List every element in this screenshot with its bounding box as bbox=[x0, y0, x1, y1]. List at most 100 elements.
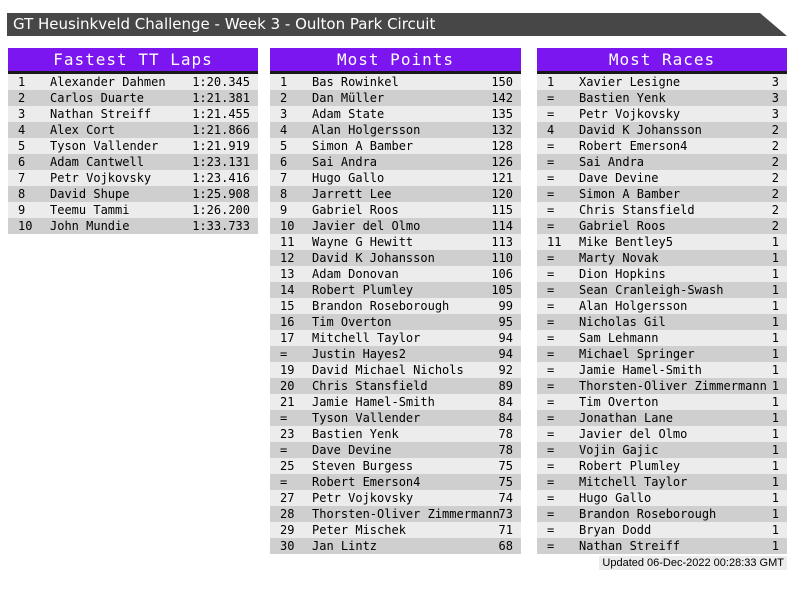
row-rank: 4 bbox=[547, 123, 555, 137]
row-value: 1:33.733 bbox=[192, 219, 250, 233]
table-row: 5 Simon A Bamber 128 bbox=[270, 138, 521, 154]
row-name: Alan Holgersson bbox=[312, 123, 421, 137]
row-rank: 21 bbox=[280, 395, 295, 409]
row-rank: = bbox=[547, 267, 555, 281]
row-name: Jan Lintz bbox=[312, 539, 378, 553]
row-name: Sam Lehmann bbox=[579, 331, 659, 345]
table-row: = Sai Andra 2 bbox=[537, 154, 787, 170]
row-name: Petr Vojkovsky bbox=[50, 171, 152, 185]
table-row: = Nathan Streiff 1 bbox=[537, 538, 787, 554]
table-row: = Justin Hayes2 94 bbox=[270, 346, 521, 362]
row-rank: 12 bbox=[280, 251, 295, 265]
table-row: 16 Tim Overton 95 bbox=[270, 314, 521, 330]
panel-title-most-races: Most Races bbox=[537, 48, 787, 74]
row-value: 115 bbox=[491, 203, 513, 217]
row-rank: = bbox=[547, 443, 555, 457]
table-row: 8 David Shupe 1:25.908 bbox=[8, 186, 258, 202]
row-rank: 9 bbox=[18, 203, 26, 217]
row-value: 1:23.416 bbox=[192, 171, 250, 185]
panel-title-most-points: Most Points bbox=[270, 48, 521, 74]
row-rank: = bbox=[547, 251, 555, 265]
table-rows-most-races: 1 Xavier Lesigne 3 = Bastien Yenk 3 = Petr Vojk… bbox=[537, 74, 787, 554]
row-name: Tim Overton bbox=[312, 315, 392, 329]
row-rank: = bbox=[547, 379, 555, 393]
row-value: 2 bbox=[771, 123, 779, 137]
table-row: 8 Jarrett Lee 120 bbox=[270, 186, 521, 202]
table-row: = Bryan Dodd 1 bbox=[537, 522, 787, 538]
row-rank: = bbox=[280, 443, 288, 457]
row-value: 142 bbox=[491, 91, 513, 105]
table-row: = Jamie Hamel-Smith 1 bbox=[537, 362, 787, 378]
row-rank: = bbox=[547, 427, 555, 441]
table-row: 1 Xavier Lesigne 3 bbox=[537, 74, 787, 90]
row-name: Dan Müller bbox=[312, 91, 385, 105]
table-row: 10 Javier del Olmo 114 bbox=[270, 218, 521, 234]
row-rank: 2 bbox=[280, 91, 288, 105]
row-name: Peter Mischek bbox=[312, 523, 406, 537]
table-row: 6 Adam Cantwell 1:23.131 bbox=[8, 154, 258, 170]
row-rank: = bbox=[280, 475, 288, 489]
row-rank: 8 bbox=[18, 187, 26, 201]
row-rank: = bbox=[547, 539, 555, 553]
table-row: 10 John Mundie 1:33.733 bbox=[8, 218, 258, 234]
row-rank: 10 bbox=[18, 219, 33, 233]
table-row: 11 Wayne G Hewitt 113 bbox=[270, 234, 521, 250]
row-value: 128 bbox=[491, 139, 513, 153]
table-row: 9 Gabriel Roos 115 bbox=[270, 202, 521, 218]
row-name: Jamie Hamel-Smith bbox=[579, 363, 702, 377]
row-name: Simon A Bamber bbox=[312, 139, 414, 153]
row-value: 78 bbox=[498, 443, 513, 457]
table-row: 20 Chris Stansfield 89 bbox=[270, 378, 521, 394]
row-rank: 7 bbox=[18, 171, 26, 185]
row-rank: = bbox=[547, 219, 555, 233]
table-row: 1 Bas Rowinkel 150 bbox=[270, 74, 521, 90]
row-name: Justin Hayes2 bbox=[312, 347, 406, 361]
row-value: 1 bbox=[771, 507, 779, 521]
table-row: = Michael Springer 1 bbox=[537, 346, 787, 362]
row-rank: 6 bbox=[18, 155, 26, 169]
row-name: Sean Cranleigh-Swash bbox=[579, 283, 724, 297]
row-value: 1:20.345 bbox=[192, 75, 250, 89]
row-value: 73 bbox=[498, 507, 513, 521]
row-name: Alexander Dahmen bbox=[50, 75, 166, 89]
row-rank: = bbox=[547, 155, 555, 169]
row-name: Bas Rowinkel bbox=[312, 75, 399, 89]
row-rank: 16 bbox=[280, 315, 295, 329]
row-rank: 15 bbox=[280, 299, 295, 313]
row-name: Hugo Gallo bbox=[579, 491, 652, 505]
table-row: = Dion Hopkins 1 bbox=[537, 266, 787, 282]
table-row: 30 Jan Lintz 68 bbox=[270, 538, 521, 554]
row-name: Tim Overton bbox=[579, 395, 659, 409]
row-value: 2 bbox=[771, 219, 779, 233]
row-value: 1 bbox=[771, 411, 779, 425]
table-row: 2 Dan Müller 142 bbox=[270, 90, 521, 106]
row-value: 71 bbox=[498, 523, 513, 537]
row-rank: 7 bbox=[280, 171, 288, 185]
row-name: Hugo Gallo bbox=[312, 171, 385, 185]
row-name: Adam State bbox=[312, 107, 385, 121]
table-row: 13 Adam Donovan 106 bbox=[270, 266, 521, 282]
row-name: Brandon Roseborough bbox=[312, 299, 450, 313]
row-value: 1 bbox=[771, 331, 779, 345]
row-name: Dion Hopkins bbox=[579, 267, 666, 281]
row-value: 132 bbox=[491, 123, 513, 137]
row-value: 1 bbox=[771, 491, 779, 505]
table-row: 4 Alan Holgersson 132 bbox=[270, 122, 521, 138]
row-value: 1 bbox=[771, 299, 779, 313]
row-value: 94 bbox=[498, 347, 513, 361]
row-value: 2 bbox=[771, 203, 779, 217]
row-value: 1:21.455 bbox=[192, 107, 250, 121]
row-value: 113 bbox=[491, 235, 513, 249]
row-value: 2 bbox=[771, 187, 779, 201]
row-rank: 30 bbox=[280, 539, 295, 553]
panel-most-points: Most Points 1 Bas Rowinkel 150 2 Dan Müller 1… bbox=[270, 48, 521, 554]
row-name: Carlos Duarte bbox=[50, 91, 144, 105]
table-row: = Petr Vojkovsky 3 bbox=[537, 106, 787, 122]
row-value: 114 bbox=[491, 219, 513, 233]
table-row: = Javier del Olmo 1 bbox=[537, 426, 787, 442]
table-row: 28 Thorsten-Oliver Zimmermann 73 bbox=[270, 506, 521, 522]
table-row: 1 Alexander Dahmen 1:20.345 bbox=[8, 74, 258, 90]
row-name: Robert Emerson4 bbox=[312, 475, 421, 489]
table-row: 11 Mike Bentley5 1 bbox=[537, 234, 787, 250]
row-name: Mitchell Taylor bbox=[579, 475, 688, 489]
